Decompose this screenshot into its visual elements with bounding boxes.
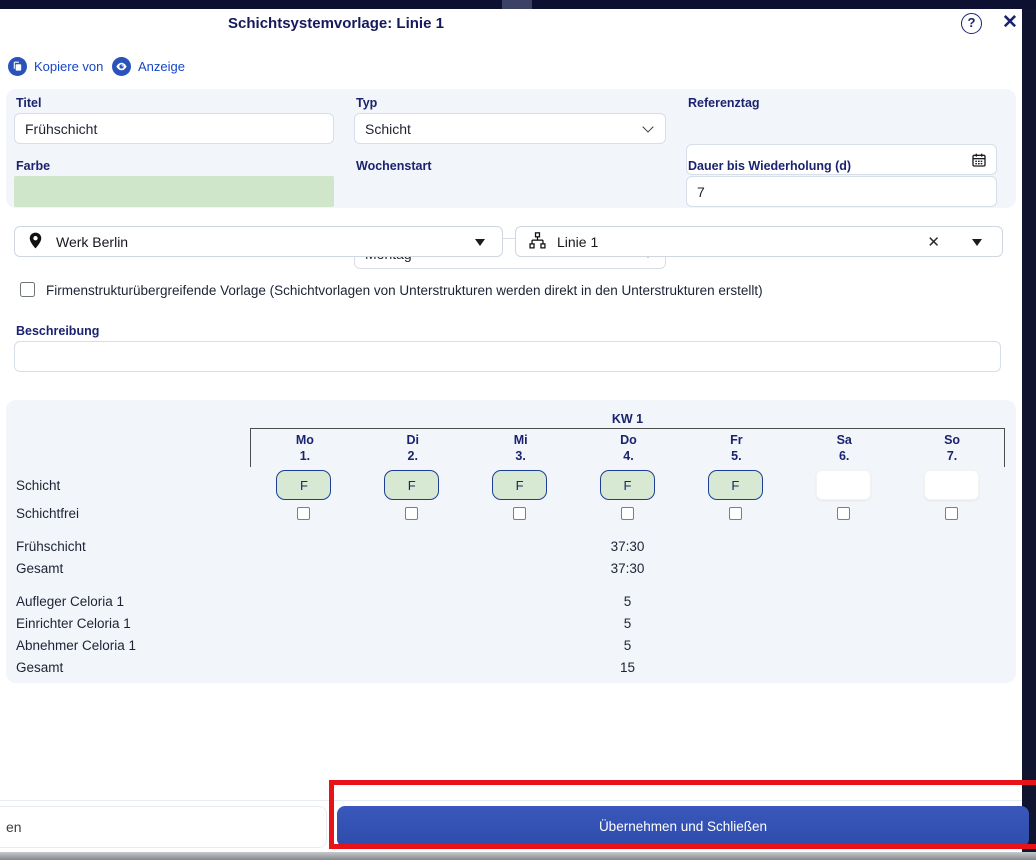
week-title: KW 1 [611, 412, 644, 426]
firmenstruktur-checkbox-label: Firmenstrukturübergreifende Vorlage (Sch… [46, 283, 763, 298]
staff-row-label: Aufleger Celoria 1 [16, 594, 125, 609]
day-header: Di 2. [406, 433, 420, 463]
farbe-color-swatch[interactable] [14, 176, 334, 207]
dialog-title: Schichtsystemvorlage: Linie 1 [228, 15, 444, 32]
referenztag-input[interactable] [686, 144, 997, 175]
hour-row-label: Gesamt [16, 561, 64, 576]
linie-select[interactable]: Linie 1 ✕ [515, 226, 1003, 257]
display-label: Anzeige [138, 58, 185, 74]
eye-icon [112, 56, 131, 76]
farbe-label: Farbe [16, 159, 51, 173]
shiftfree-checkbox-mo[interactable] [297, 507, 311, 520]
hour-row-value: 37:30 [610, 539, 645, 554]
display-button[interactable]: Anzeige [112, 56, 185, 76]
linie-value: Linie 1 [557, 233, 599, 250]
typ-value: Schicht [365, 120, 411, 137]
shift-button-do[interactable]: F [599, 470, 655, 500]
help-icon[interactable]: ? [961, 13, 982, 34]
shift-button-so[interactable] [923, 470, 979, 500]
shiftfree-checkbox-mi[interactable] [513, 507, 527, 520]
shift-button-di[interactable]: F [384, 470, 440, 500]
staff-row-label: Abnehmer Celoria 1 [16, 638, 137, 653]
day-header-box: Mo 1. Di 2. Mi 3. Do 4. Fr 5. Sa 6. [250, 428, 1005, 467]
shiftfree-checkbox-so[interactable] [944, 507, 958, 520]
shiftfree-checkbox-sa[interactable] [836, 507, 850, 520]
shift-button-fr[interactable]: F [707, 470, 763, 500]
shift-button-mi[interactable]: F [492, 470, 548, 500]
shiftfree-checkbox-di[interactable] [405, 507, 419, 520]
dauer-input[interactable] [686, 176, 997, 207]
shift-button-sa[interactable] [815, 470, 871, 500]
day-header: Fr 5. [730, 433, 743, 463]
day-header: Mi 3. [513, 433, 528, 463]
shiftfree-checkbox-do[interactable] [620, 507, 634, 520]
form-panel: Titel Typ Schicht Referenztag Farbe [6, 89, 1016, 269]
copy-from-button[interactable]: Kopiere von [8, 56, 103, 76]
backdrop-top-strip [0, 0, 1036, 9]
footer-divider [0, 800, 1022, 801]
backdrop-bottom-strip [0, 852, 1036, 860]
shift-button-row: F F F F F [250, 470, 1005, 500]
hour-row-label: Frühschicht [16, 539, 86, 554]
titel-input[interactable] [14, 113, 334, 144]
footer-left-button[interactable] [0, 806, 327, 848]
free-row-label: Schichtfrei [16, 506, 80, 521]
copy-from-label: Kopiere von [34, 58, 104, 74]
clear-x-icon[interactable]: ✕ [927, 234, 940, 251]
staff-row-value: 5 [623, 594, 632, 609]
day-header: So 7. [944, 433, 961, 463]
apply-and-close-button[interactable]: Übernehmen und Schließen [337, 806, 1029, 847]
day-header: Do 4. [620, 433, 637, 463]
calendar-icon[interactable] [971, 152, 987, 171]
close-icon[interactable]: ✕ [1002, 12, 1018, 33]
shift-free-row [250, 507, 1005, 520]
staff-row-value: 5 [623, 616, 632, 631]
hierarchy-icon [529, 231, 546, 252]
copy-icon [8, 56, 27, 76]
firmenstruktur-checkbox[interactable] [20, 282, 35, 297]
dauer-label: Dauer bis Wiederholung (d) [688, 159, 852, 173]
shift-button-mo[interactable]: F [276, 470, 332, 500]
typ-select[interactable]: Schicht [354, 113, 666, 144]
beschreibung-input[interactable] [14, 341, 1001, 372]
beschreibung-label: Beschreibung [16, 324, 100, 338]
backdrop-right-strip [1022, 0, 1036, 860]
day-header-row: Mo 1. Di 2. Mi 3. Do 4. Fr 5. Sa 6. [251, 429, 1006, 464]
hour-row-value: 37:30 [610, 561, 645, 576]
shift-row-label: Schicht [16, 478, 61, 493]
staff-row-value: 15 [619, 660, 636, 675]
day-header: Mo 1. [295, 433, 314, 463]
wochenstart-label: Wochenstart [356, 159, 432, 173]
staff-row-value: 5 [623, 638, 632, 653]
week-panel [6, 400, 1016, 683]
backdrop-top-tab [502, 0, 532, 9]
struktur-value: Werk Berlin [56, 233, 129, 250]
referenztag-label: Referenztag [688, 96, 760, 110]
shiftfree-checkbox-fr[interactable] [728, 507, 742, 520]
day-header: Sa 6. [836, 433, 852, 463]
staff-row-label: Einrichter Celoria 1 [16, 616, 131, 631]
footer-left-button-label: en [6, 819, 22, 835]
location-pin-icon [28, 232, 43, 252]
chevron-down-icon [642, 121, 654, 133]
shift-template-dialog: Schichtsystemvorlage: Linie 1 ? ✕ Kopier… [0, 9, 1029, 860]
typ-label: Typ [356, 96, 378, 110]
staff-row-label: Gesamt [16, 660, 64, 675]
dropdown-arrow-icon [972, 239, 982, 246]
dropdown-arrow-icon [475, 239, 485, 246]
titel-label: Titel [16, 96, 42, 110]
struktur-select[interactable]: Werk Berlin [14, 226, 503, 257]
